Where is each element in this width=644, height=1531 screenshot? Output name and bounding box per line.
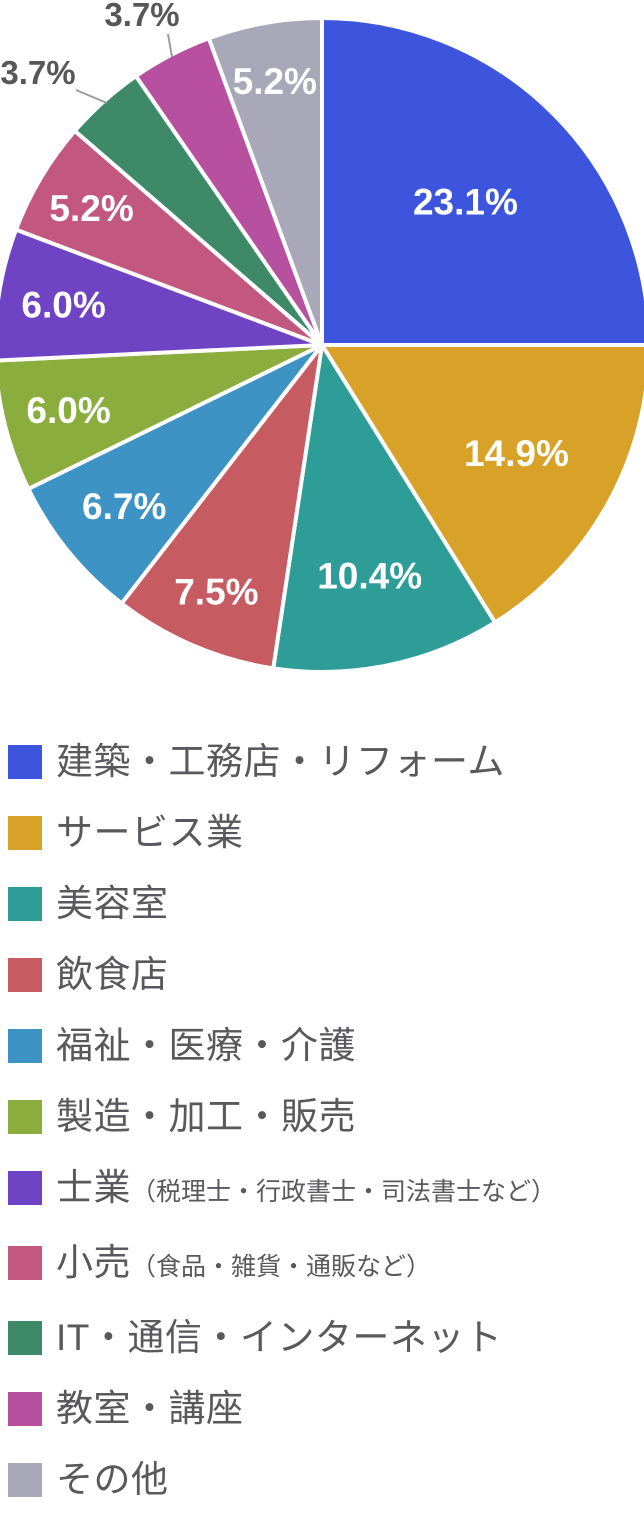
label-leader-line xyxy=(75,89,108,104)
legend-swatch xyxy=(8,1100,42,1134)
slice-percent-label: 6.0% xyxy=(21,284,105,325)
pie-slice xyxy=(0,343,324,491)
legend-swatch xyxy=(8,816,42,850)
legend-label-text: 福祉・医療・介護 xyxy=(56,1025,356,1066)
pie-slice xyxy=(26,343,324,606)
pie-slice xyxy=(0,227,324,363)
legend-label-text: 小売 xyxy=(56,1242,131,1283)
pie-chart-page: { "chart_data": { "type": "pie", "title"… xyxy=(0,0,644,1500)
legend-label-text: 美容室 xyxy=(56,883,169,924)
pie-slice xyxy=(119,343,324,671)
legend: 建築・工務店・リフォーム サービス業 美容室 飲食店 福祉・医療・介護 製造・加工・販売士… xyxy=(8,742,638,1531)
legend-item: 飲食店 xyxy=(8,955,638,995)
legend-item: IT・通信・インターネット xyxy=(8,1318,638,1358)
pie-slice xyxy=(320,343,644,625)
legend-label: 士業（税理士・行政書士・司法書士など） xyxy=(56,1168,556,1212)
legend-item: 士業（税理士・行政書士・司法書士など） xyxy=(8,1168,638,1212)
slice-percent-label: 23.1% xyxy=(413,182,518,223)
slice-percent-label: 5.2% xyxy=(49,188,133,229)
legend-label: 建築・工務店・リフォーム xyxy=(56,742,505,782)
legend-label: サービス業 xyxy=(56,813,244,853)
pie-chart-svg: 23.1% 14.9% 10.4% 7.5% 6.7% 6.0% 6.0% 5.2% 3.7% 3… xyxy=(0,0,644,674)
legend-label: IT・通信・インターネット xyxy=(56,1318,502,1358)
legend-label-subtext: （食品・雑貨・通販など） xyxy=(131,1253,432,1281)
legend-label: 教室・講座 xyxy=(56,1389,244,1429)
legend-swatch xyxy=(8,887,42,921)
legend-item: 美容室 xyxy=(8,884,638,924)
slice-percent-label: 10.4% xyxy=(317,556,422,597)
slice-percent-label: 14.9% xyxy=(464,433,569,474)
legend-item: 建築・工務店・リフォーム xyxy=(8,742,638,782)
legend-label-text: IT・通信・インターネット xyxy=(56,1317,503,1358)
slice-percent-label: 5.2% xyxy=(233,61,317,102)
pie-slice xyxy=(320,16,644,347)
legend-label-text: 教室・講座 xyxy=(56,1388,244,1429)
legend-item: 小売（食品・雑貨・通販など） xyxy=(8,1243,638,1287)
legend-swatch xyxy=(8,958,42,992)
pie-chart: 23.1% 14.9% 10.4% 7.5% 6.7% 6.0% 6.0% 5.2% 3.7% 3… xyxy=(0,0,644,700)
legend-label-text: 飲食店 xyxy=(56,954,169,995)
slice-percent-label: 6.7% xyxy=(82,486,166,527)
legend-label-text: 士業 xyxy=(56,1167,131,1208)
slice-percent-label-outside: 3.7% xyxy=(104,0,179,33)
legend-label-text: サービス業 xyxy=(56,812,244,853)
legend-swatch xyxy=(8,745,42,779)
legend-swatch xyxy=(8,1246,42,1280)
pie-slice xyxy=(271,343,498,674)
legend-swatch xyxy=(8,1321,42,1355)
legend-label-subtext: （税理士・行政書士・司法書士など） xyxy=(131,1178,557,1206)
legend-swatch xyxy=(8,1029,42,1063)
legend-item: 製造・加工・販売 xyxy=(8,1097,638,1137)
legend-item: その他 xyxy=(8,1460,638,1500)
slice-percent-label-outside: 3.7% xyxy=(0,54,75,91)
legend-label: 製造・加工・販売 xyxy=(56,1097,356,1137)
legend-label-text: 製造・加工・販売 xyxy=(56,1096,356,1137)
legend-swatch xyxy=(8,1171,42,1205)
pie-slice xyxy=(206,16,324,347)
legend-label-text: 建築・工務店・リフォーム xyxy=(56,741,505,782)
legend-item: 福祉・医療・介護 xyxy=(8,1026,638,1066)
legend-item: サービス業 xyxy=(8,813,638,853)
label-leader-line xyxy=(167,33,173,58)
legend-swatch xyxy=(8,1463,42,1497)
legend-item: 教室・講座 xyxy=(8,1389,638,1429)
legend-label: その他 xyxy=(56,1460,169,1500)
slice-percent-label: 7.5% xyxy=(174,572,258,613)
legend-label: 飲食店 xyxy=(56,955,169,995)
legend-label: 美容室 xyxy=(56,884,169,924)
legend-label: 福祉・医療・介護 xyxy=(56,1026,356,1066)
legend-label: 小売（食品・雑貨・通販など） xyxy=(56,1243,431,1287)
slice-percent-label: 6.0% xyxy=(26,390,110,431)
legend-label-text: その他 xyxy=(56,1459,169,1500)
legend-swatch xyxy=(8,1392,42,1426)
